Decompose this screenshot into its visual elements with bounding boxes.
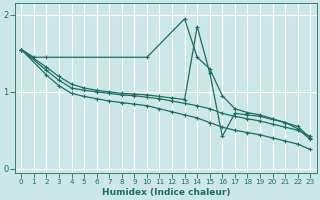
X-axis label: Humidex (Indice chaleur): Humidex (Indice chaleur) bbox=[101, 188, 230, 197]
